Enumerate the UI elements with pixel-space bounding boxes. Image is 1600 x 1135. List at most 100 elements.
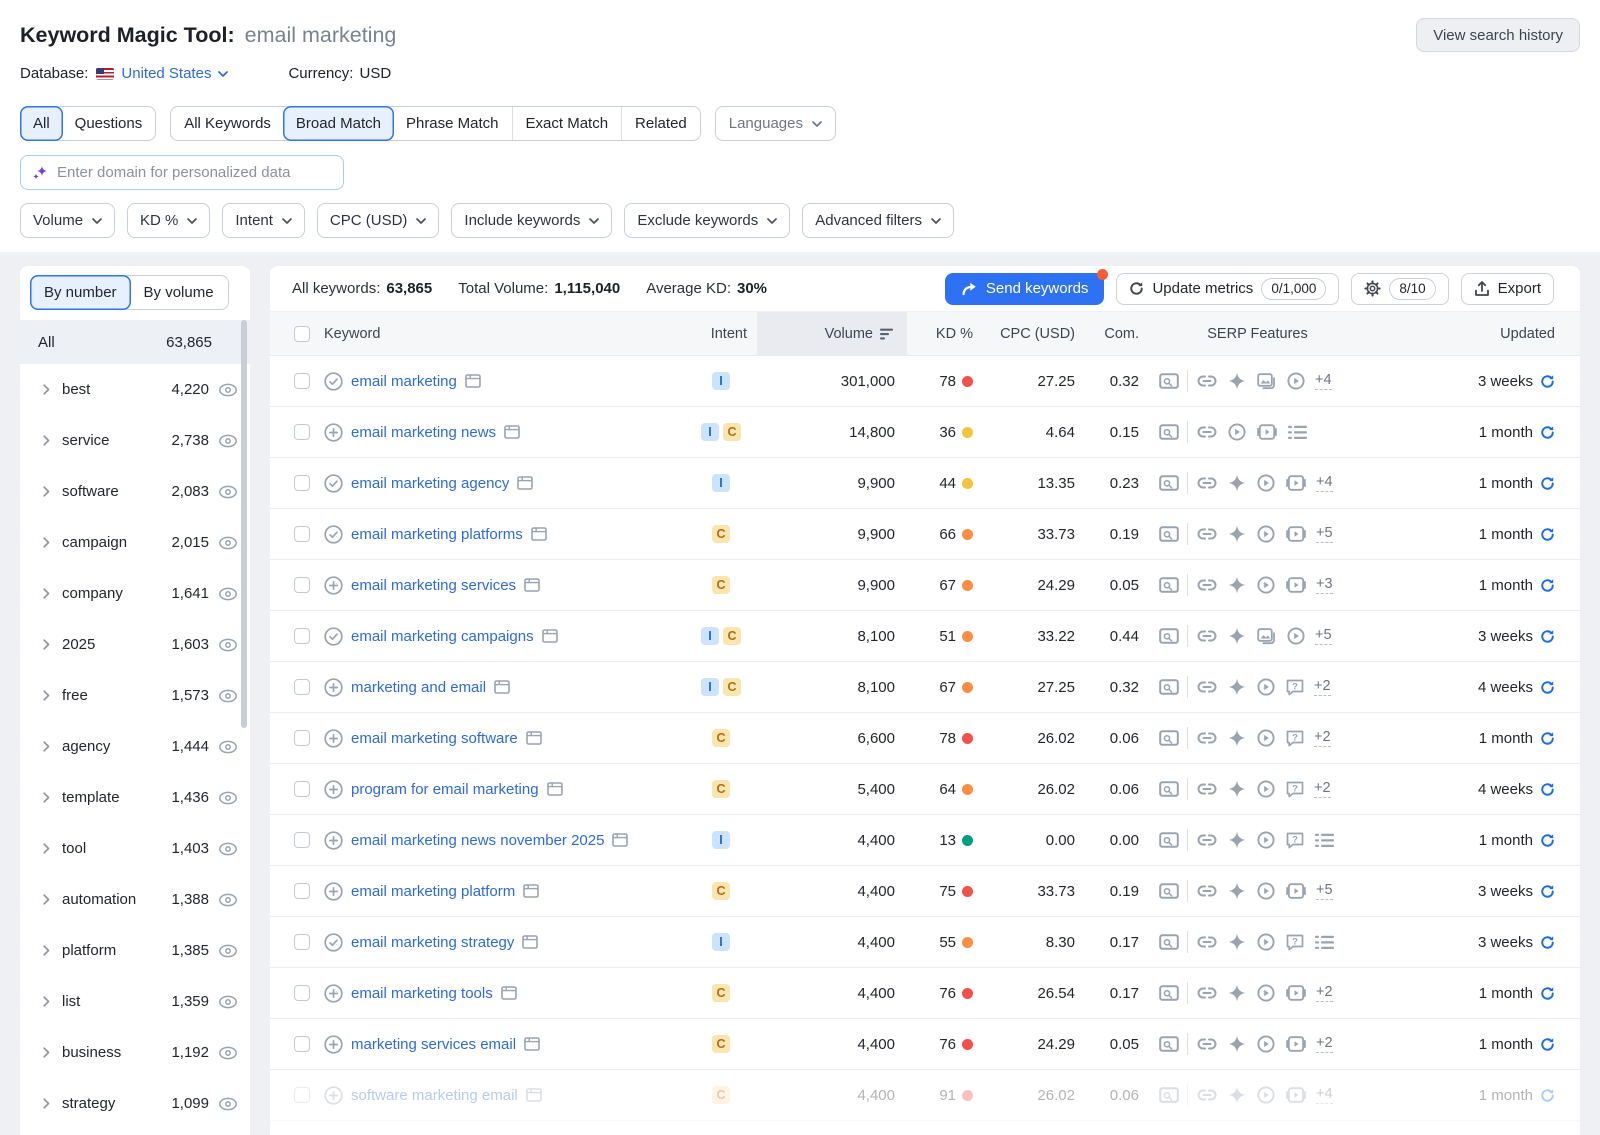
row-checkbox[interactable] [294, 475, 310, 491]
row-checkbox[interactable] [294, 832, 310, 848]
plus-circle-icon[interactable] [324, 575, 343, 595]
row-refresh-icon[interactable] [1540, 1037, 1555, 1052]
chevron-right-icon[interactable] [43, 741, 50, 752]
serp-card-icon[interactable] [524, 578, 540, 592]
sidebar-group-item[interactable]: template 1,436 [20, 772, 250, 823]
eye-icon[interactable] [218, 536, 238, 550]
plus-circle-icon[interactable] [324, 830, 343, 850]
keyword-link[interactable]: email marketing agency [351, 474, 510, 492]
serp-more-count[interactable]: +2 [1314, 678, 1331, 696]
serp-card-icon[interactable] [494, 680, 510, 694]
send-keywords-button[interactable]: Send keywords [944, 268, 1109, 305]
row-refresh-icon[interactable] [1540, 935, 1555, 950]
row-checkbox[interactable] [294, 577, 310, 593]
filter-dropdown[interactable]: Advanced filters [802, 203, 954, 238]
serp-card-icon[interactable] [524, 1037, 540, 1051]
serp-preview-icon[interactable] [1159, 679, 1179, 695]
keyword-link[interactable]: email marketing news [351, 423, 497, 441]
keyword-link[interactable]: email marketing platforms [351, 525, 523, 543]
keyword-link[interactable]: email marketing services [351, 576, 517, 594]
plus-circle-icon[interactable] [324, 1034, 343, 1054]
serp-preview-icon[interactable] [1159, 526, 1179, 542]
row-refresh-icon[interactable] [1540, 986, 1555, 1001]
row-checkbox[interactable] [294, 1087, 310, 1103]
keyword-link[interactable]: program for email marketing [351, 780, 539, 798]
filter-dropdown[interactable]: Intent [222, 203, 305, 238]
serp-card-icon[interactable] [517, 476, 534, 490]
sidebar-group-item[interactable]: software 2,083 [20, 466, 250, 517]
match-tab[interactable]: Phrase Match [405, 115, 499, 132]
view-search-history-button[interactable]: View search history [1416, 18, 1580, 52]
serp-preview-icon[interactable] [1159, 628, 1179, 644]
serp-preview-icon[interactable] [1159, 1036, 1179, 1052]
eye-icon[interactable] [218, 1097, 238, 1111]
plus-circle-icon[interactable] [324, 983, 343, 1003]
column-header-volume[interactable]: Volume [757, 312, 907, 355]
row-checkbox[interactable] [294, 883, 310, 899]
serp-preview-icon[interactable] [1159, 577, 1179, 593]
chevron-right-icon[interactable] [43, 690, 50, 701]
row-refresh-icon[interactable] [1540, 578, 1555, 593]
keyword-link[interactable]: marketing and email [351, 678, 487, 696]
serp-more-count[interactable]: +2 [1314, 780, 1331, 798]
serp-preview-icon[interactable] [1159, 424, 1179, 440]
keyword-link[interactable]: email marketing platform [351, 882, 516, 900]
match-tab[interactable]: All Keywords [184, 115, 271, 132]
column-header-keyword[interactable]: Keyword [324, 325, 381, 342]
settings-button[interactable]: 8/10 [1351, 272, 1449, 305]
chevron-right-icon[interactable] [43, 435, 50, 446]
chevron-right-icon[interactable] [43, 894, 50, 905]
sidebar-group-item[interactable]: tool 1,403 [20, 823, 250, 874]
languages-dropdown[interactable]: Languages [714, 106, 836, 141]
keyword-link[interactable]: email marketing software [351, 729, 518, 747]
eye-icon[interactable] [218, 893, 238, 907]
serp-more-count[interactable]: +4 [1316, 1086, 1333, 1104]
serp-card-icon[interactable] [525, 1088, 542, 1102]
sort-toggle-option[interactable]: By volume [143, 284, 214, 301]
match-tab[interactable]: Related [621, 107, 700, 140]
sidebar-group-item[interactable]: campaign 2,015 [20, 517, 250, 568]
serp-preview-icon[interactable] [1159, 730, 1179, 746]
eye-icon[interactable] [218, 740, 238, 754]
row-refresh-icon[interactable] [1540, 884, 1555, 899]
keyword-link[interactable]: email marketing tools [351, 984, 493, 1002]
serp-more-count[interactable]: +2 [1316, 984, 1333, 1002]
sidebar-scrollbar[interactable] [241, 320, 247, 728]
row-checkbox[interactable] [294, 1036, 310, 1052]
chevron-right-icon[interactable] [43, 945, 50, 956]
keyword-link[interactable]: email marketing strategy [351, 933, 515, 951]
row-refresh-icon[interactable] [1540, 374, 1555, 389]
eye-icon[interactable] [218, 638, 238, 652]
sidebar-group-item[interactable]: agency 1,444 [20, 721, 250, 772]
sidebar-group-item[interactable]: best 4,220 [20, 364, 250, 415]
serp-card-icon[interactable] [500, 986, 517, 1000]
serp-card-icon[interactable] [525, 731, 542, 745]
row-checkbox[interactable] [294, 373, 310, 389]
serp-more-count[interactable]: +5 [1316, 525, 1333, 543]
check-circle-icon[interactable] [324, 473, 343, 493]
chevron-right-icon[interactable] [43, 639, 50, 650]
plus-circle-icon[interactable] [324, 881, 343, 901]
serp-more-count[interactable]: +5 [1315, 627, 1332, 645]
serp-card-icon[interactable] [523, 884, 540, 898]
sidebar-group-item[interactable]: free 1,573 [20, 670, 250, 721]
check-circle-icon[interactable] [324, 524, 343, 544]
row-checkbox[interactable] [294, 679, 310, 695]
serp-card-icon[interactable] [522, 935, 539, 949]
serp-preview-icon[interactable] [1159, 781, 1179, 797]
match-tab[interactable]: Questions [74, 115, 143, 132]
serp-more-count[interactable]: +5 [1316, 882, 1333, 900]
row-checkbox[interactable] [294, 628, 310, 644]
row-refresh-icon[interactable] [1540, 680, 1555, 695]
serp-card-icon[interactable] [530, 527, 547, 541]
chevron-right-icon[interactable] [43, 996, 50, 1007]
serp-card-icon[interactable] [541, 629, 558, 643]
eye-icon[interactable] [218, 485, 238, 499]
sidebar-group-item[interactable]: 2025 1,603 [20, 619, 250, 670]
sort-toggle-option[interactable]: By number [30, 275, 131, 310]
check-circle-icon[interactable] [324, 626, 343, 646]
serp-card-icon[interactable] [546, 782, 563, 796]
row-checkbox[interactable] [294, 985, 310, 1001]
column-header-cpc[interactable]: CPC (USD) [1000, 325, 1075, 342]
chevron-right-icon[interactable] [43, 486, 50, 497]
